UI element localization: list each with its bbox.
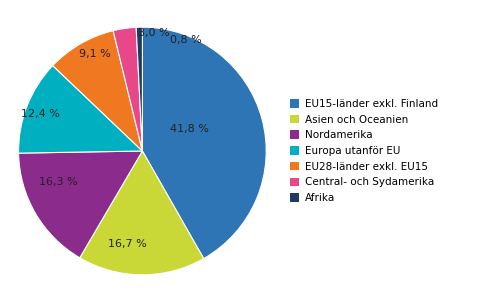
- Text: 9,1 %: 9,1 %: [80, 50, 111, 59]
- Text: 16,3 %: 16,3 %: [39, 177, 78, 187]
- Text: 41,8 %: 41,8 %: [170, 124, 209, 134]
- Legend: EU15-länder exkl. Finland, Asien och Oceanien, Nordamerika, Europa utanför EU, E: EU15-länder exkl. Finland, Asien och Oce…: [290, 99, 437, 203]
- Wedge shape: [80, 151, 204, 275]
- Wedge shape: [19, 66, 142, 153]
- Wedge shape: [136, 27, 142, 151]
- Text: 3,0 %: 3,0 %: [137, 28, 169, 38]
- Text: 0,8 %: 0,8 %: [170, 34, 202, 45]
- Text: 16,7 %: 16,7 %: [108, 239, 147, 249]
- Wedge shape: [19, 151, 142, 258]
- Wedge shape: [142, 27, 266, 259]
- Wedge shape: [113, 27, 142, 151]
- Wedge shape: [53, 31, 142, 151]
- Text: 12,4 %: 12,4 %: [22, 109, 60, 119]
